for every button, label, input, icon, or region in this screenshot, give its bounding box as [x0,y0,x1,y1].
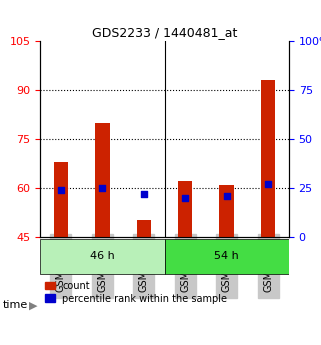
Legend: count, percentile rank within the sample: count, percentile rank within the sample [45,281,228,304]
Bar [136,220,151,237]
Title: GDS2233 / 1440481_at: GDS2233 / 1440481_at [92,26,237,39]
Bar [178,181,193,237]
Point [100,185,105,191]
Point [265,181,271,187]
Bar [261,80,275,237]
Point [141,191,146,197]
FancyBboxPatch shape [40,239,165,274]
Point [58,187,64,193]
Text: 54 h: 54 h [214,251,239,261]
Point [224,193,229,198]
Text: time: time [3,300,29,310]
Bar [95,123,109,237]
Bar [220,185,234,237]
Point [183,195,188,200]
FancyBboxPatch shape [165,239,289,274]
Text: ▶: ▶ [29,300,37,310]
Bar [54,162,68,237]
Text: 46 h: 46 h [90,251,115,261]
